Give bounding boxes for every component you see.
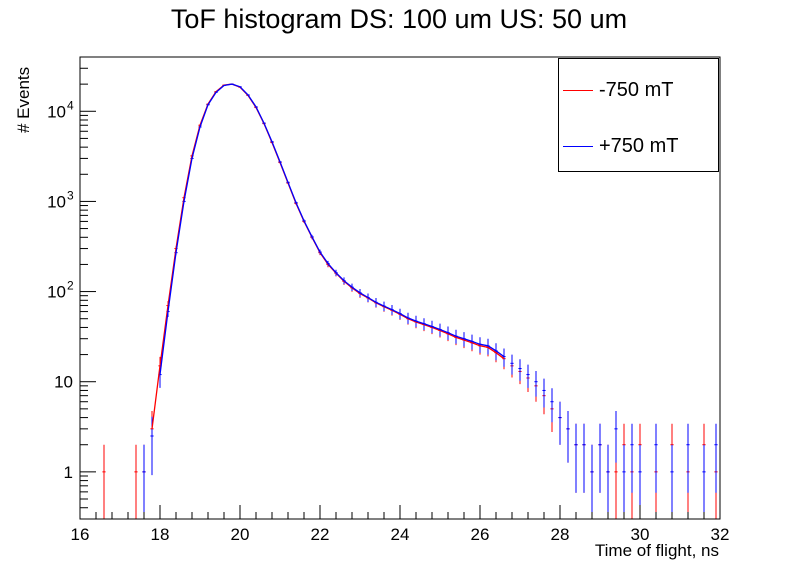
legend-swatch-blue xyxy=(563,145,593,147)
y-tick-label: 1 xyxy=(64,463,73,482)
x-tick-label: 18 xyxy=(151,525,170,544)
x-tick-label: 22 xyxy=(311,525,330,544)
legend-item-plus-750mT: +750 mT xyxy=(563,131,678,161)
legend-item-minus-750mT: -750 mT xyxy=(563,75,673,105)
x-tick-label: 26 xyxy=(471,525,490,544)
x-tick-label: 16 xyxy=(71,525,90,544)
legend: -750 mT +750 mT xyxy=(558,58,719,172)
legend-label-minus-750mT: -750 mT xyxy=(599,78,674,101)
y-tick-label: 10 xyxy=(47,102,66,121)
legend-label-plus-750mT: +750 mT xyxy=(599,134,679,157)
y-tick-label-exponent: 2 xyxy=(67,279,74,293)
y-axis-label: # Events xyxy=(14,66,33,133)
x-axis-label: Time of flight, ns xyxy=(594,541,719,560)
series-line-minus-750mT xyxy=(151,83,505,429)
x-axis-ticks: 16 18 20 22 24 26 28 30 32 xyxy=(71,505,730,544)
x-tick-label: 24 xyxy=(391,525,410,544)
series-line-plus-750mT xyxy=(159,83,505,375)
legend-swatch-red xyxy=(563,89,593,91)
y-tick-label: 10 xyxy=(54,373,73,392)
y-tick-label-exponent: 3 xyxy=(67,188,74,202)
x-tick-label: 28 xyxy=(551,525,570,544)
y-tick-label-exponent: 4 xyxy=(67,98,74,112)
x-tick-label: 30 xyxy=(631,525,650,544)
x-tick-label: 32 xyxy=(711,525,730,544)
x-tick-label: 20 xyxy=(231,525,250,544)
y-tick-label: 10 xyxy=(47,192,66,211)
y-tick-label: 10 xyxy=(47,283,66,302)
chart-title: ToF histogram DS: 100 um US: 50 um xyxy=(170,4,628,34)
